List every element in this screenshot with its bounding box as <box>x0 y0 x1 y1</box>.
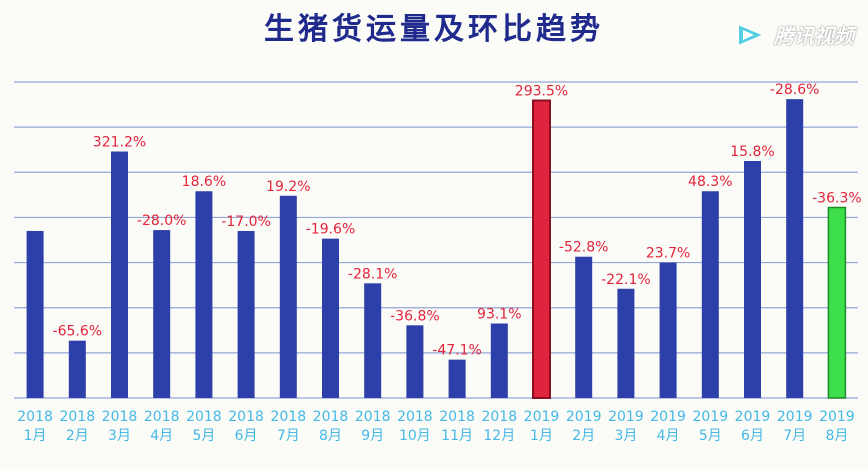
data-label: 48.3% <box>688 174 732 190</box>
x-tick-month: 8月 <box>825 428 848 444</box>
x-tick-year: 2018 <box>481 409 517 425</box>
x-tick-year: 2019 <box>566 409 602 425</box>
x-tick-month: 6月 <box>235 428 258 444</box>
x-tick-year: 2018 <box>439 409 475 425</box>
bar <box>279 195 297 398</box>
x-tick-month: 4月 <box>150 428 173 444</box>
data-label: -28.1% <box>348 266 398 282</box>
x-tick-year: 2018 <box>228 409 264 425</box>
x-tick-year: 2019 <box>692 409 728 425</box>
data-label: -19.6% <box>306 222 356 238</box>
bar <box>786 99 804 398</box>
bar <box>153 230 171 398</box>
x-tick-month: 1月 <box>530 428 553 444</box>
x-tick-month: 2月 <box>572 428 595 444</box>
x-tick-year: 2018 <box>102 409 138 425</box>
x-tick-year: 2019 <box>819 409 855 425</box>
bar <box>744 161 761 398</box>
data-label: -36.8% <box>390 308 440 324</box>
x-tick-month: 5月 <box>699 428 722 444</box>
bar <box>575 256 593 398</box>
bar <box>364 283 382 398</box>
bar <box>659 262 677 398</box>
x-tick-year: 2018 <box>144 409 180 425</box>
x-tick-month: 7月 <box>277 428 300 444</box>
x-tick-month: 11月 <box>441 428 473 444</box>
data-label: -65.6% <box>53 324 103 340</box>
data-label: -36.3% <box>812 190 862 206</box>
data-label: 93.1% <box>477 307 521 323</box>
bar <box>26 230 44 398</box>
bar <box>237 230 255 398</box>
bar <box>322 238 339 398</box>
x-tick-year: 2018 <box>186 409 222 425</box>
data-label: 19.2% <box>266 179 310 195</box>
bar <box>448 359 466 398</box>
bar <box>195 191 213 398</box>
x-tick-year: 2019 <box>735 409 771 425</box>
bar <box>617 288 635 398</box>
x-tick-month: 4月 <box>657 428 680 444</box>
x-tick-month: 6月 <box>741 428 764 444</box>
data-label: -28.0% <box>137 213 187 229</box>
data-label: -52.8% <box>559 240 609 256</box>
data-label: -22.1% <box>601 272 651 288</box>
bar <box>406 325 424 398</box>
data-label: 293.5% <box>515 84 568 100</box>
x-tick-month: 2月 <box>66 428 89 444</box>
x-tick-month: 5月 <box>192 428 215 444</box>
x-tick-year: 2019 <box>650 409 686 425</box>
x-tick-month: 10月 <box>399 428 431 444</box>
play-logo-icon <box>737 22 765 47</box>
bar <box>68 340 86 398</box>
bar <box>827 206 847 399</box>
x-tick-year: 2018 <box>59 409 95 425</box>
x-tick-month: 3月 <box>614 428 637 444</box>
x-tick-year: 2018 <box>397 409 433 425</box>
x-tick-month: 8月 <box>319 428 342 444</box>
watermark-text: 腾讯视频 <box>774 24 854 48</box>
x-tick-month: 3月 <box>108 428 131 444</box>
x-tick-year: 2018 <box>270 409 306 425</box>
data-label: 23.7% <box>646 246 690 262</box>
bar <box>532 99 551 399</box>
data-label: -28.6% <box>770 82 820 98</box>
x-tick-month: 9月 <box>361 428 384 444</box>
data-label: -47.1% <box>432 343 482 359</box>
x-tick-month: 1月 <box>24 428 47 444</box>
data-label: 18.6% <box>182 174 226 190</box>
data-label: 321.2% <box>93 135 146 151</box>
x-tick-month: 7月 <box>783 428 806 444</box>
x-tick-year: 2018 <box>17 409 53 425</box>
x-tick-year: 2018 <box>313 409 349 425</box>
bar <box>111 151 128 398</box>
x-tick-year: 2019 <box>524 409 560 425</box>
x-tick-year: 2019 <box>608 409 644 425</box>
x-tick-year: 2019 <box>777 409 813 425</box>
watermark: 腾讯视频 <box>734 20 854 49</box>
bar <box>701 191 719 398</box>
x-tick-year: 2018 <box>355 409 391 425</box>
bar <box>490 323 508 398</box>
data-label: 15.8% <box>730 144 774 160</box>
x-tick-month: 12月 <box>483 428 515 444</box>
chart-title: 生猪货运量及环比趋势 <box>264 12 604 47</box>
data-label: -17.0% <box>221 214 271 230</box>
